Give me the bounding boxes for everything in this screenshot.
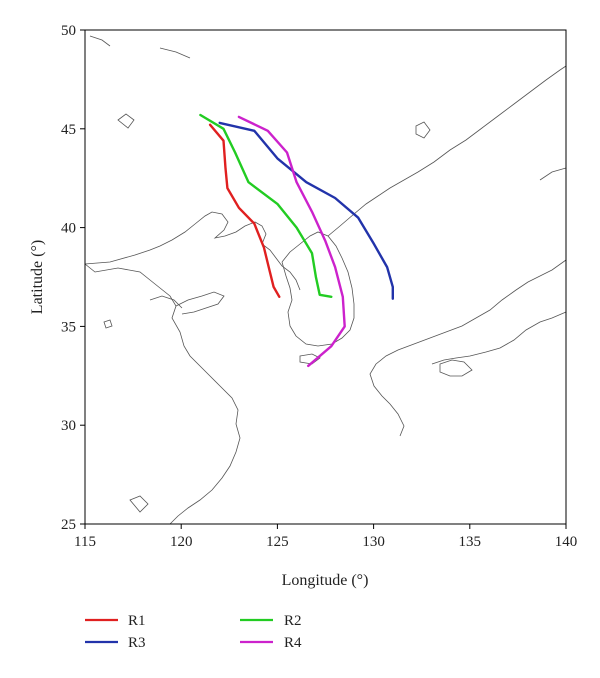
route-line-r1: [208, 123, 281, 298]
route-lines: [199, 113, 394, 368]
legend-label-r2: R2: [284, 613, 302, 629]
legend: R1 R2 R3 R4: [85, 613, 302, 651]
x-tick-label: 140: [555, 534, 578, 550]
y-tick-label: 40: [61, 221, 76, 237]
x-tick-label: 135: [459, 534, 482, 550]
legend-label-r1: R1: [128, 613, 146, 629]
coastline-basemap: [84, 35, 567, 525]
y-axis-title: Latitude (°): [29, 240, 46, 314]
x-tick-label: 130: [362, 534, 385, 550]
x-axis-ticks: 115 120 125 130 135 140: [74, 524, 577, 550]
route-line-r4: [237, 115, 346, 368]
x-tick-label: 120: [170, 534, 193, 550]
y-tick-label: 35: [61, 319, 76, 335]
route-line-r2: [199, 113, 333, 298]
y-axis-ticks: 25 30 35 40 45 50: [61, 23, 85, 533]
legend-label-r3: R3: [128, 635, 146, 651]
x-axis-title: Longitude (°): [282, 572, 369, 589]
x-tick-label: 115: [74, 534, 96, 550]
x-tick-label: 125: [266, 534, 289, 550]
y-tick-label: 45: [61, 122, 76, 138]
plot-frame: [84, 29, 567, 525]
y-tick-label: 30: [61, 418, 76, 434]
route-line-r3: [218, 121, 394, 300]
y-tick-label: 25: [61, 517, 76, 533]
legend-label-r4: R4: [284, 635, 302, 651]
y-tick-label: 50: [61, 23, 76, 39]
